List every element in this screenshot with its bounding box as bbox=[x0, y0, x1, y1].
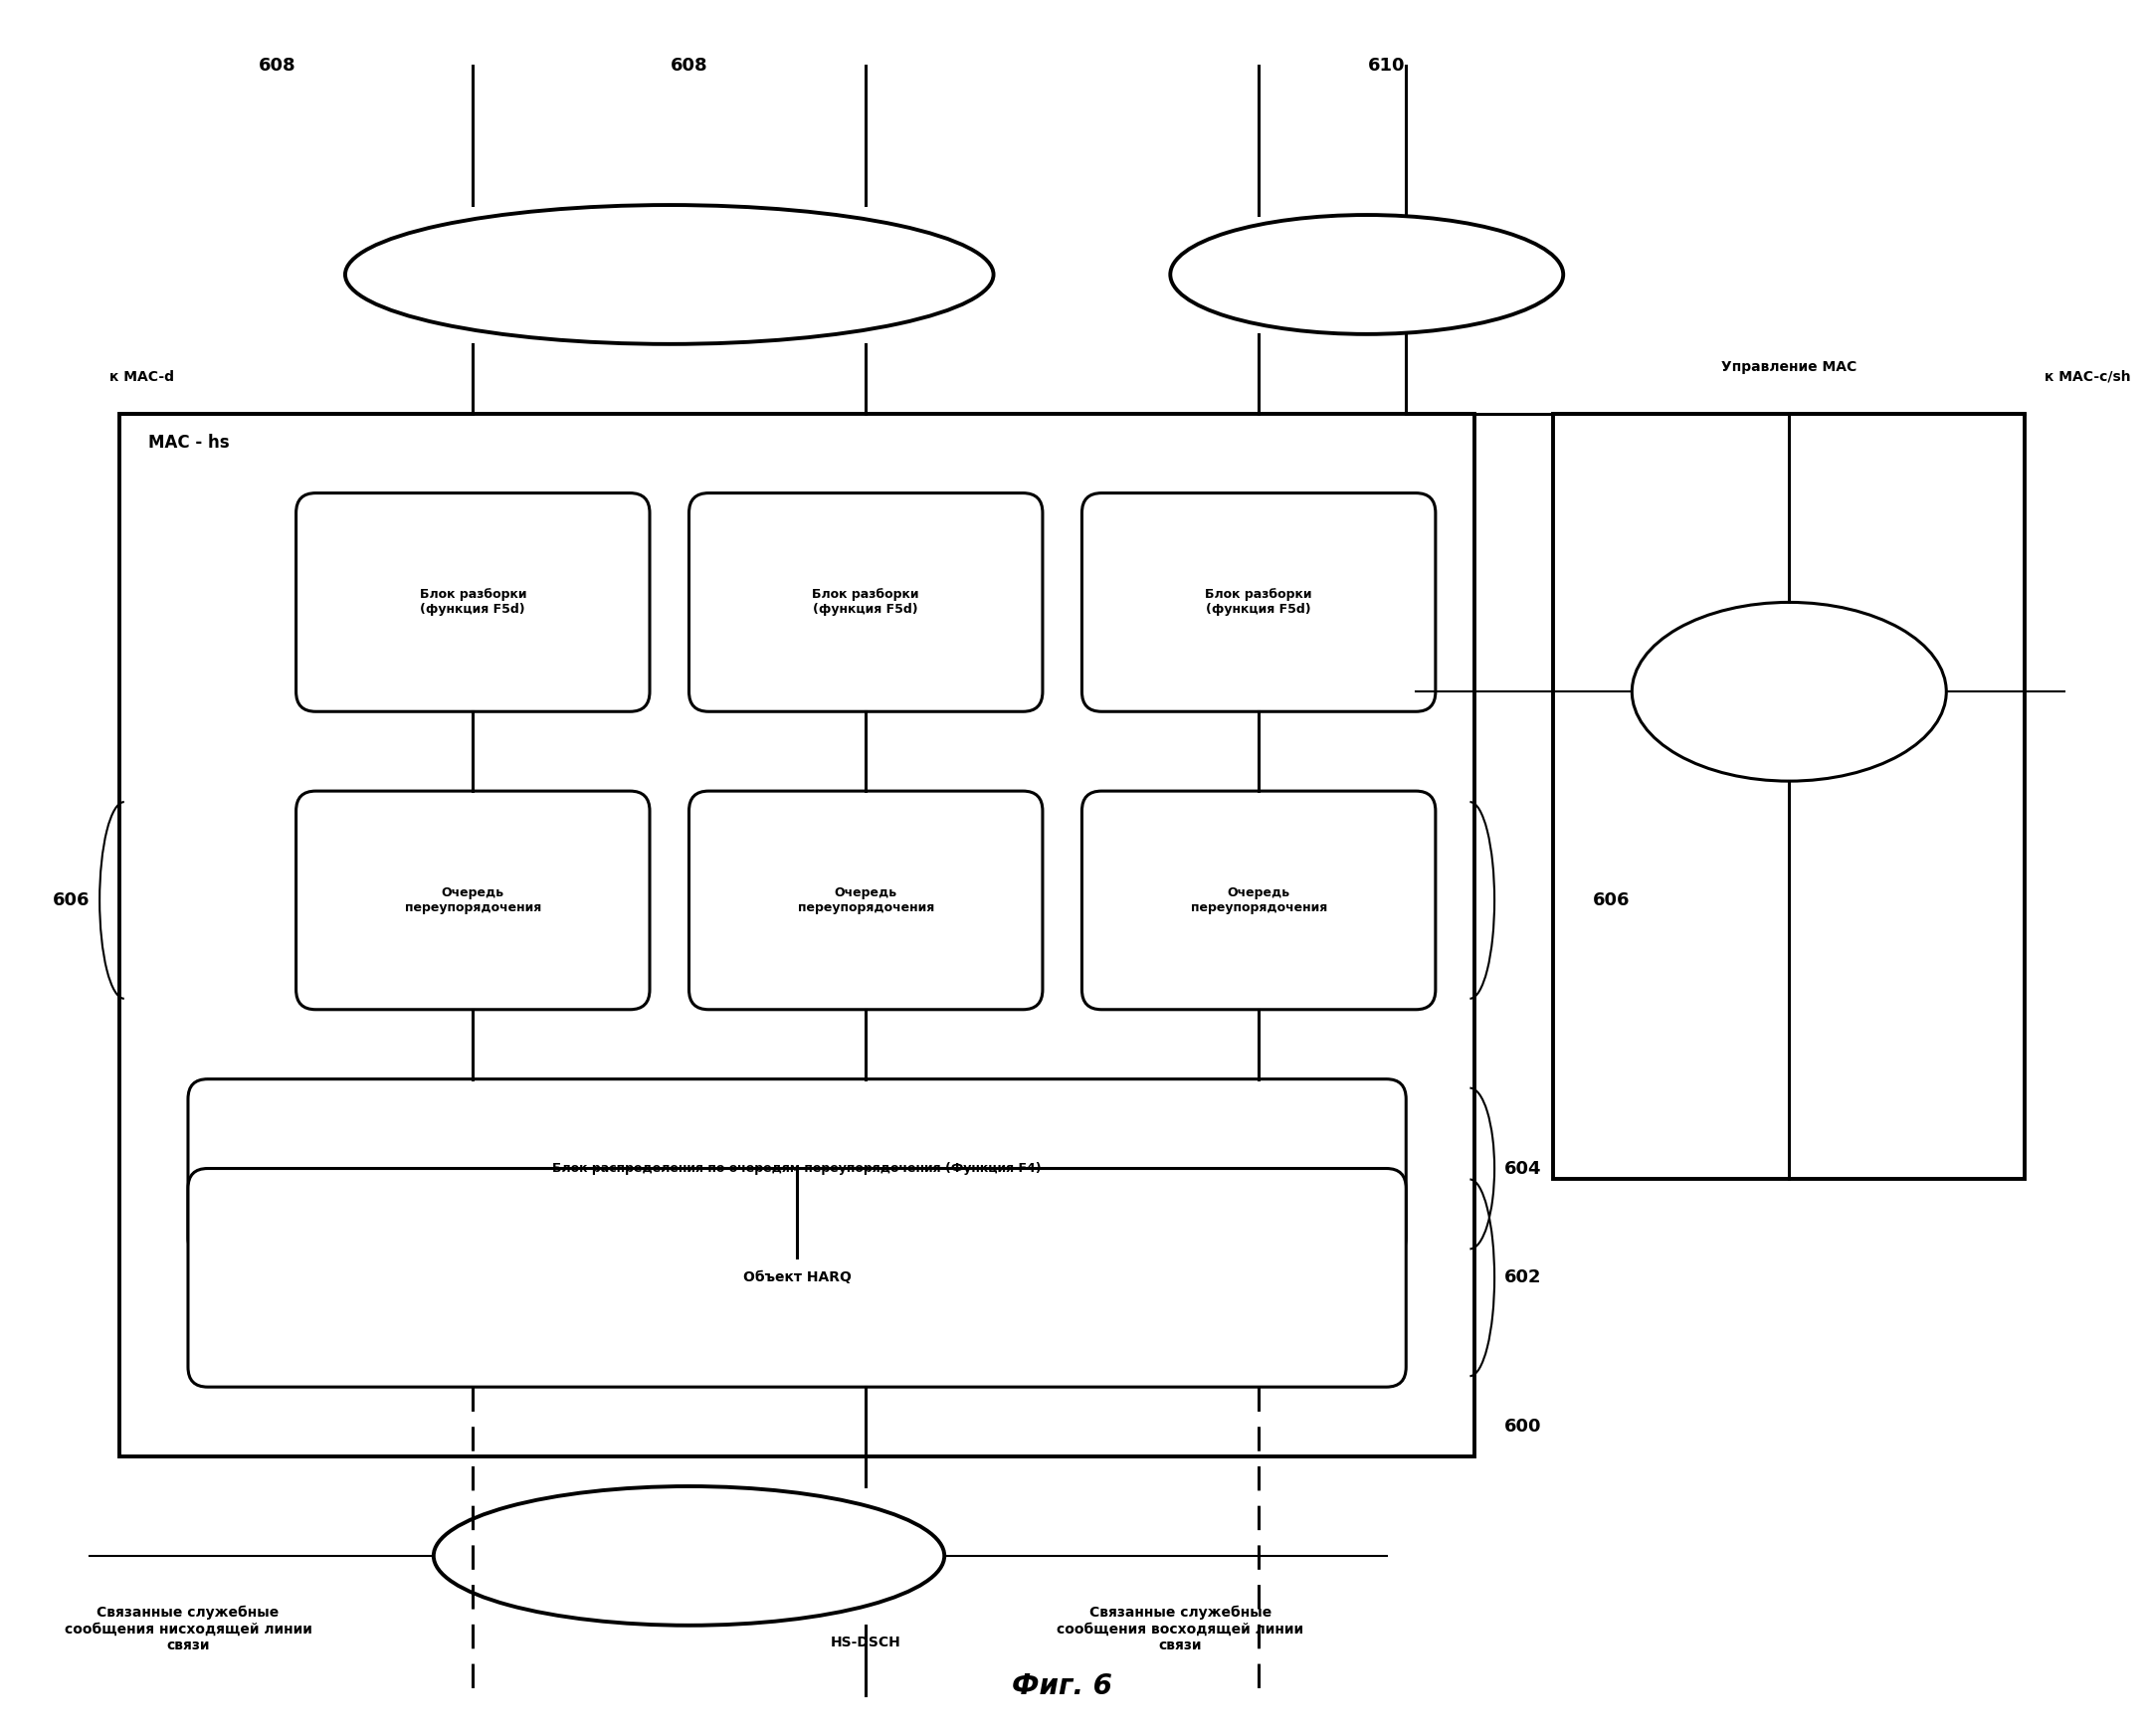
Ellipse shape bbox=[346, 205, 993, 344]
Text: Объект HARQ: Объект HARQ bbox=[744, 1271, 851, 1285]
Text: Связанные служебные
сообщения восходящей линии
связи: Связанные служебные сообщения восходящей… bbox=[1057, 1606, 1304, 1653]
FancyBboxPatch shape bbox=[297, 493, 649, 712]
Text: к MAC-d: к MAC-d bbox=[110, 370, 174, 384]
Text: Очередь
переупорядочения: Очередь переупорядочения bbox=[1191, 887, 1326, 915]
Text: к MAC-c/sh: к MAC-c/sh bbox=[2044, 370, 2130, 384]
Text: Связанные служебные
сообщения нисходящей линии
связи: Связанные служебные сообщения нисходящей… bbox=[64, 1606, 312, 1653]
Text: 608: 608 bbox=[258, 57, 297, 75]
Text: HS-DSCH: HS-DSCH bbox=[832, 1635, 900, 1649]
Text: Очередь
переупорядочения: Очередь переупорядочения bbox=[797, 887, 935, 915]
Text: Очередь
переупорядочения: Очередь переупорядочения bbox=[404, 887, 542, 915]
FancyBboxPatch shape bbox=[690, 792, 1042, 1010]
FancyBboxPatch shape bbox=[187, 1080, 1405, 1259]
Bar bbox=[1554, 413, 2024, 1179]
Text: 608: 608 bbox=[670, 57, 707, 75]
FancyBboxPatch shape bbox=[690, 493, 1042, 712]
Text: 610: 610 bbox=[1367, 57, 1405, 75]
Text: Блок разборки
(функция F5d): Блок разборки (функция F5d) bbox=[812, 589, 920, 616]
Text: Блок разборки
(функция F5d): Блок разборки (функция F5d) bbox=[1206, 589, 1313, 616]
Text: 606: 606 bbox=[1592, 891, 1629, 910]
Text: 602: 602 bbox=[1504, 1269, 1541, 1286]
Text: 606: 606 bbox=[52, 891, 90, 910]
Ellipse shape bbox=[1171, 215, 1562, 333]
FancyBboxPatch shape bbox=[1081, 792, 1436, 1010]
Ellipse shape bbox=[434, 1486, 943, 1625]
Text: Фиг. 6: Фиг. 6 bbox=[1012, 1672, 1113, 1700]
Text: Блок распределения по очередям переупорядочения (Функция F4): Блок распределения по очередям переупоря… bbox=[552, 1161, 1042, 1175]
FancyBboxPatch shape bbox=[1081, 493, 1436, 712]
FancyBboxPatch shape bbox=[297, 792, 649, 1010]
Text: Управление MAC: Управление MAC bbox=[1721, 359, 1857, 373]
Ellipse shape bbox=[1631, 602, 1947, 781]
Bar bbox=[118, 413, 1474, 1457]
Text: MAC - hs: MAC - hs bbox=[148, 434, 230, 451]
Text: 600: 600 bbox=[1504, 1418, 1541, 1436]
Text: Блок разборки
(функция F5d): Блок разборки (функция F5d) bbox=[419, 589, 527, 616]
Text: 604: 604 bbox=[1504, 1160, 1541, 1177]
FancyBboxPatch shape bbox=[187, 1168, 1405, 1387]
